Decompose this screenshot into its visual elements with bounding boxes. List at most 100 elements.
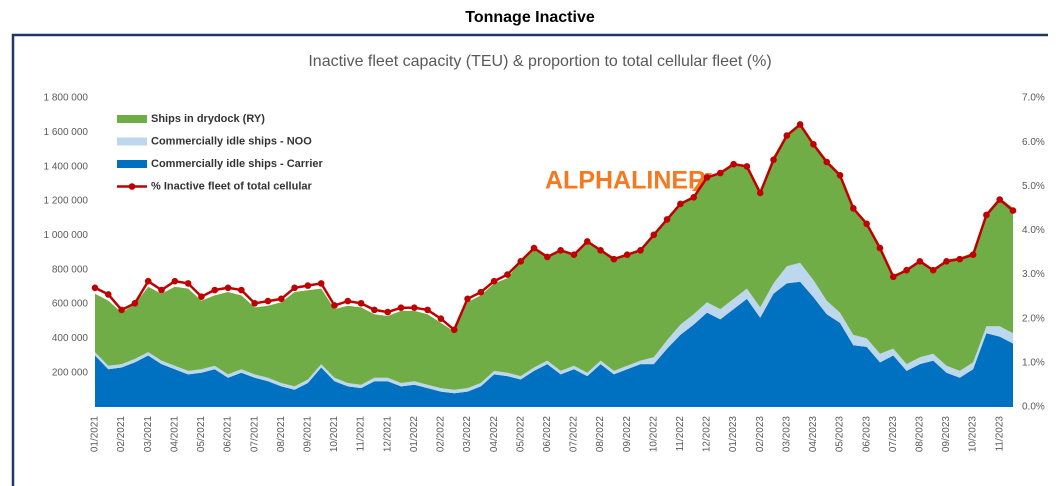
point — [756, 189, 764, 197]
point — [889, 273, 897, 281]
x-tick-label: 08/2022 — [595, 416, 606, 453]
y-tick-label: 1 400 000 — [44, 161, 89, 172]
point — [677, 200, 684, 208]
x-tick-label: 06/2021 — [223, 416, 234, 453]
point — [411, 304, 418, 311]
point — [291, 284, 298, 292]
y2-tick-label: 5.0% — [1022, 181, 1045, 192]
point — [557, 246, 564, 254]
x-tick-label: 07/2021 — [249, 416, 260, 453]
point — [397, 304, 405, 311]
point — [956, 255, 964, 263]
legend-swatch — [117, 137, 147, 146]
y-tick-label: 1 000 000 — [44, 230, 89, 241]
x-tick-label: 10/2023 — [968, 416, 979, 453]
header: Tonnage Inactive — [465, 9, 595, 26]
point — [238, 286, 245, 294]
x-tick-label: 03/2021 — [143, 416, 154, 453]
point — [597, 246, 604, 254]
point — [916, 258, 924, 265]
point — [770, 156, 777, 164]
point — [876, 244, 884, 252]
legend-swatch — [117, 115, 147, 123]
x-tick-label: 12/2022 — [702, 416, 713, 453]
y-tick-label: 800 000 — [52, 264, 89, 275]
x-tick-label: 01/2022 — [409, 416, 420, 453]
point — [264, 297, 272, 305]
frame — [11, 33, 1048, 486]
x-tick-label: 11/2023 — [994, 416, 1005, 452]
legend-label: Commercially idle ships - NOO — [151, 135, 312, 147]
x-tick-label: 11/2021 — [356, 416, 367, 452]
point — [544, 253, 551, 261]
y-tick-label: 400 000 — [52, 333, 89, 344]
point — [650, 231, 658, 239]
x-tick-label: 02/2022 — [436, 416, 447, 453]
chart-title: Inactive fleet capacity (TEU) & proporti… — [308, 53, 771, 70]
x-tick-label: 01/2023 — [728, 416, 739, 453]
point — [823, 158, 831, 166]
x-tick-label: 03/2022 — [462, 416, 473, 453]
point — [570, 251, 578, 259]
y-tick-label: 600 000 — [52, 299, 89, 310]
point — [331, 302, 338, 309]
point — [517, 258, 525, 265]
legend-marker — [128, 183, 136, 190]
y2-tick-label: 7.0% — [1022, 93, 1045, 104]
point — [783, 132, 791, 139]
legend-label: Commercially idle ships - Carrier — [151, 158, 324, 170]
area — [95, 262, 1013, 394]
x-tick-label: 03/2023 — [781, 416, 792, 453]
x-tick-label: 08/2023 — [915, 416, 926, 453]
y2-tick-label: 0.0% — [1022, 402, 1045, 413]
point — [464, 295, 471, 303]
x-tick-label: 05/2021 — [196, 416, 207, 453]
point — [703, 174, 711, 181]
area — [95, 281, 1013, 407]
point — [344, 297, 352, 305]
point — [450, 326, 458, 334]
point — [131, 299, 139, 307]
point — [863, 220, 870, 228]
y-tick-label: 1 200 000 — [44, 196, 89, 207]
point — [929, 266, 937, 274]
point — [743, 163, 751, 170]
point — [118, 306, 125, 314]
point — [144, 277, 152, 285]
y-tick-label: 1 600 000 — [44, 127, 89, 138]
x-tick-label: 09/2023 — [941, 416, 952, 453]
point — [504, 271, 511, 278]
area — [95, 123, 1013, 390]
point — [983, 211, 990, 219]
x-tick-label: 09/2022 — [622, 416, 633, 453]
point — [850, 205, 857, 212]
point — [224, 284, 232, 292]
x-tick-label: 07/2022 — [569, 416, 580, 453]
point — [943, 258, 950, 265]
point — [424, 306, 431, 314]
point — [304, 282, 312, 289]
point — [663, 216, 671, 223]
x-tick-label: 02/2023 — [755, 416, 766, 453]
x-tick-label: 08/2021 — [276, 416, 287, 453]
point — [583, 238, 591, 245]
y2-tick-label: 4.0% — [1022, 225, 1045, 236]
x-tick-label: 04/2021 — [169, 416, 180, 453]
logo: ALPHALINER — [545, 167, 706, 195]
y2-tick-label: 1.0% — [1022, 357, 1045, 368]
x-tick-label: 07/2023 — [888, 416, 899, 453]
point — [610, 255, 618, 263]
point — [171, 277, 179, 285]
legend-swatch — [117, 160, 147, 168]
y2-tick-label: 2.0% — [1022, 313, 1045, 324]
x-tick-label: 10/2021 — [329, 416, 340, 453]
point — [1009, 207, 1017, 214]
point — [530, 244, 538, 252]
line — [94, 122, 1014, 332]
point — [371, 306, 378, 314]
legend-label: % Inactive fleet of total cellular — [151, 180, 312, 192]
x-tick-label: 06/2022 — [542, 416, 553, 453]
point — [158, 286, 165, 294]
point — [490, 277, 498, 285]
